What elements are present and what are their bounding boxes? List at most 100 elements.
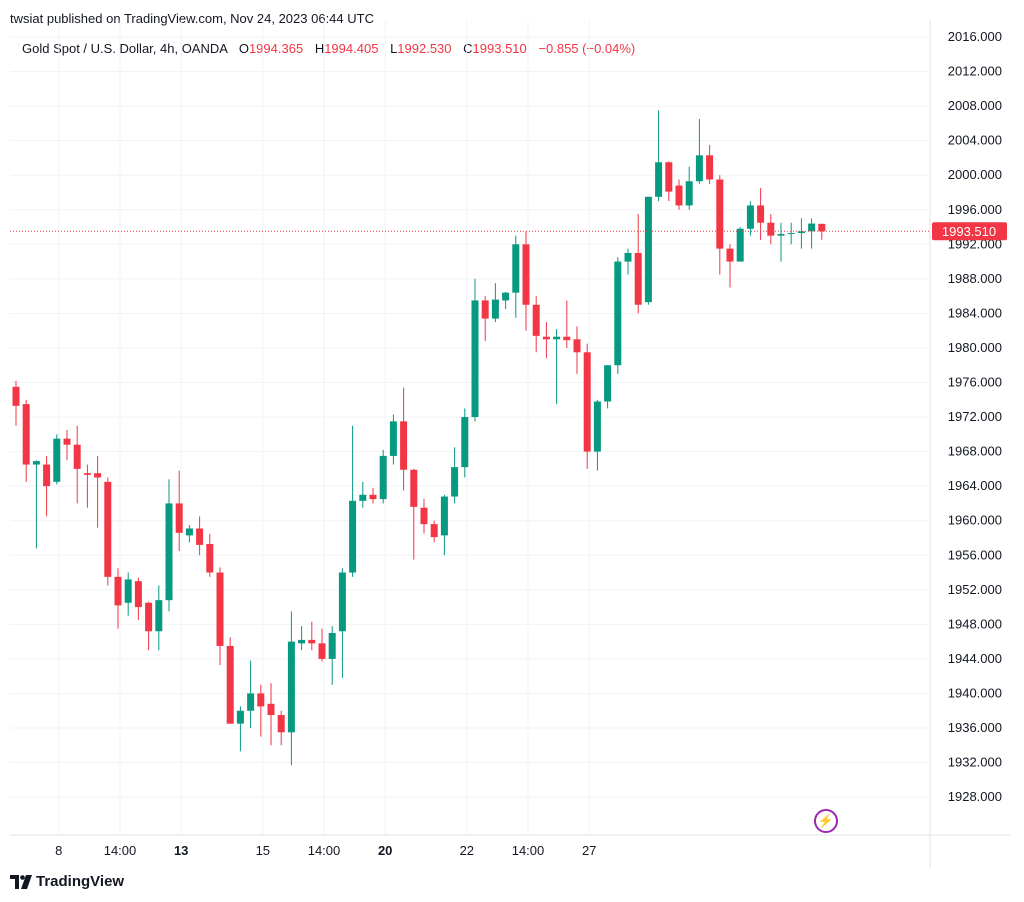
y-tick-label: 1952.000: [948, 582, 1002, 597]
candle-body: [675, 185, 683, 206]
candle-body: [277, 715, 285, 733]
candle-body: [655, 162, 663, 197]
symbol-legend: Gold Spot / U.S. Dollar, 4h, OANDA O 1994…: [22, 41, 635, 56]
candle-body: [318, 643, 326, 659]
candle-body: [104, 481, 112, 577]
close-label: C: [463, 41, 473, 56]
y-tick-label: 1968.000: [948, 444, 1002, 459]
candle-body: [726, 248, 734, 262]
candle-body: [32, 461, 40, 465]
tradingview-footer[interactable]: TradingView: [10, 873, 124, 890]
candle-body: [420, 507, 428, 525]
candle-body: [695, 155, 703, 182]
x-tick-label: 14:00: [308, 843, 341, 858]
candle-body: [410, 469, 418, 507]
candle-body: [644, 196, 652, 303]
candles: [12, 110, 826, 766]
y-tick-label: 1944.000: [948, 651, 1002, 666]
x-tick-label: 15: [256, 843, 270, 858]
candle-body: [369, 494, 377, 500]
candle-body: [267, 703, 275, 716]
open-label: O: [238, 41, 249, 56]
candle-body: [706, 155, 714, 180]
x-tick-label: 13: [174, 843, 188, 858]
y-tick-label: 1936.000: [948, 720, 1002, 735]
candle-body: [22, 404, 30, 465]
candle-body: [216, 572, 224, 646]
y-tick-label: 1980.000: [948, 340, 1002, 355]
low-value: 1992.530: [397, 41, 452, 56]
y-tick-label: 1948.000: [948, 616, 1002, 631]
y-tick-label: 2012.000: [948, 64, 1002, 79]
y-tick-label: 1976.000: [948, 375, 1002, 390]
candle-body: [308, 639, 316, 644]
candle-body: [532, 304, 540, 336]
candle-body: [247, 693, 255, 711]
candle-body: [808, 223, 816, 232]
candle-body: [175, 503, 183, 533]
candle-body: [481, 300, 489, 319]
candle-body: [206, 544, 214, 573]
candle-body: [328, 632, 336, 659]
candle-body: [379, 455, 387, 500]
candle-body: [746, 205, 754, 229]
candle-body: [553, 336, 561, 340]
candle-body: [757, 205, 765, 223]
y-tick-label: 2004.000: [948, 133, 1002, 148]
candle-body: [471, 300, 479, 418]
candle-body: [196, 528, 204, 545]
candle-body: [614, 261, 622, 366]
candle-body: [287, 641, 295, 733]
y-tick-label: 1928.000: [948, 789, 1002, 804]
candle-body: [787, 233, 795, 235]
candle-body: [73, 444, 81, 469]
candle-body: [451, 467, 459, 497]
y-tick-label: 1940.000: [948, 685, 1002, 700]
candle-body: [236, 710, 244, 724]
candle-body: [583, 352, 591, 452]
candle-body: [502, 292, 510, 301]
last-price-label: 1993.510: [942, 224, 996, 239]
candle-body: [94, 473, 102, 478]
candle-body: [53, 438, 61, 482]
tradingview-logo-icon: [10, 874, 32, 889]
y-tick-label: 1956.000: [948, 547, 1002, 562]
last-price-badge: [932, 222, 1007, 241]
candle-body: [43, 464, 51, 487]
candle-body: [491, 299, 499, 319]
candle-body: [716, 179, 724, 249]
candle-body: [124, 579, 132, 603]
candle-body: [461, 417, 469, 468]
candle-body: [226, 645, 234, 724]
candle-body: [349, 500, 357, 573]
candle-body: [542, 336, 550, 340]
candle-body: [389, 421, 397, 456]
candle-body: [634, 252, 642, 305]
y-tick-label: 1996.000: [948, 202, 1002, 217]
candle-body: [155, 600, 163, 632]
candle-body: [145, 602, 153, 632]
lightning-icon[interactable]: ⚡: [814, 809, 838, 833]
candle-body: [563, 336, 571, 341]
candle-body: [573, 339, 581, 353]
symbol-name[interactable]: Gold Spot / U.S. Dollar, 4h, OANDA: [22, 41, 228, 56]
candle-body: [440, 496, 448, 536]
y-tick-label: 1972.000: [948, 409, 1002, 424]
y-tick-label: 1988.000: [948, 271, 1002, 286]
x-tick-label: 14:00: [512, 843, 545, 858]
y-tick-label: 1964.000: [948, 478, 1002, 493]
candle-body: [512, 244, 520, 293]
candle-body: [400, 421, 408, 470]
x-tick-label: 14:00: [104, 843, 137, 858]
candle-body: [83, 473, 91, 475]
y-tick-label: 1984.000: [948, 305, 1002, 320]
candle-body: [359, 494, 367, 501]
publish-info: twsiat published on TradingView.com, Nov…: [10, 11, 374, 26]
candle-body: [338, 572, 346, 632]
close-value: 1993.510: [472, 41, 527, 56]
y-tick-label: 1960.000: [948, 513, 1002, 528]
x-tick-label: 20: [378, 843, 392, 858]
candle-body: [593, 401, 601, 452]
candle-body: [114, 576, 122, 606]
